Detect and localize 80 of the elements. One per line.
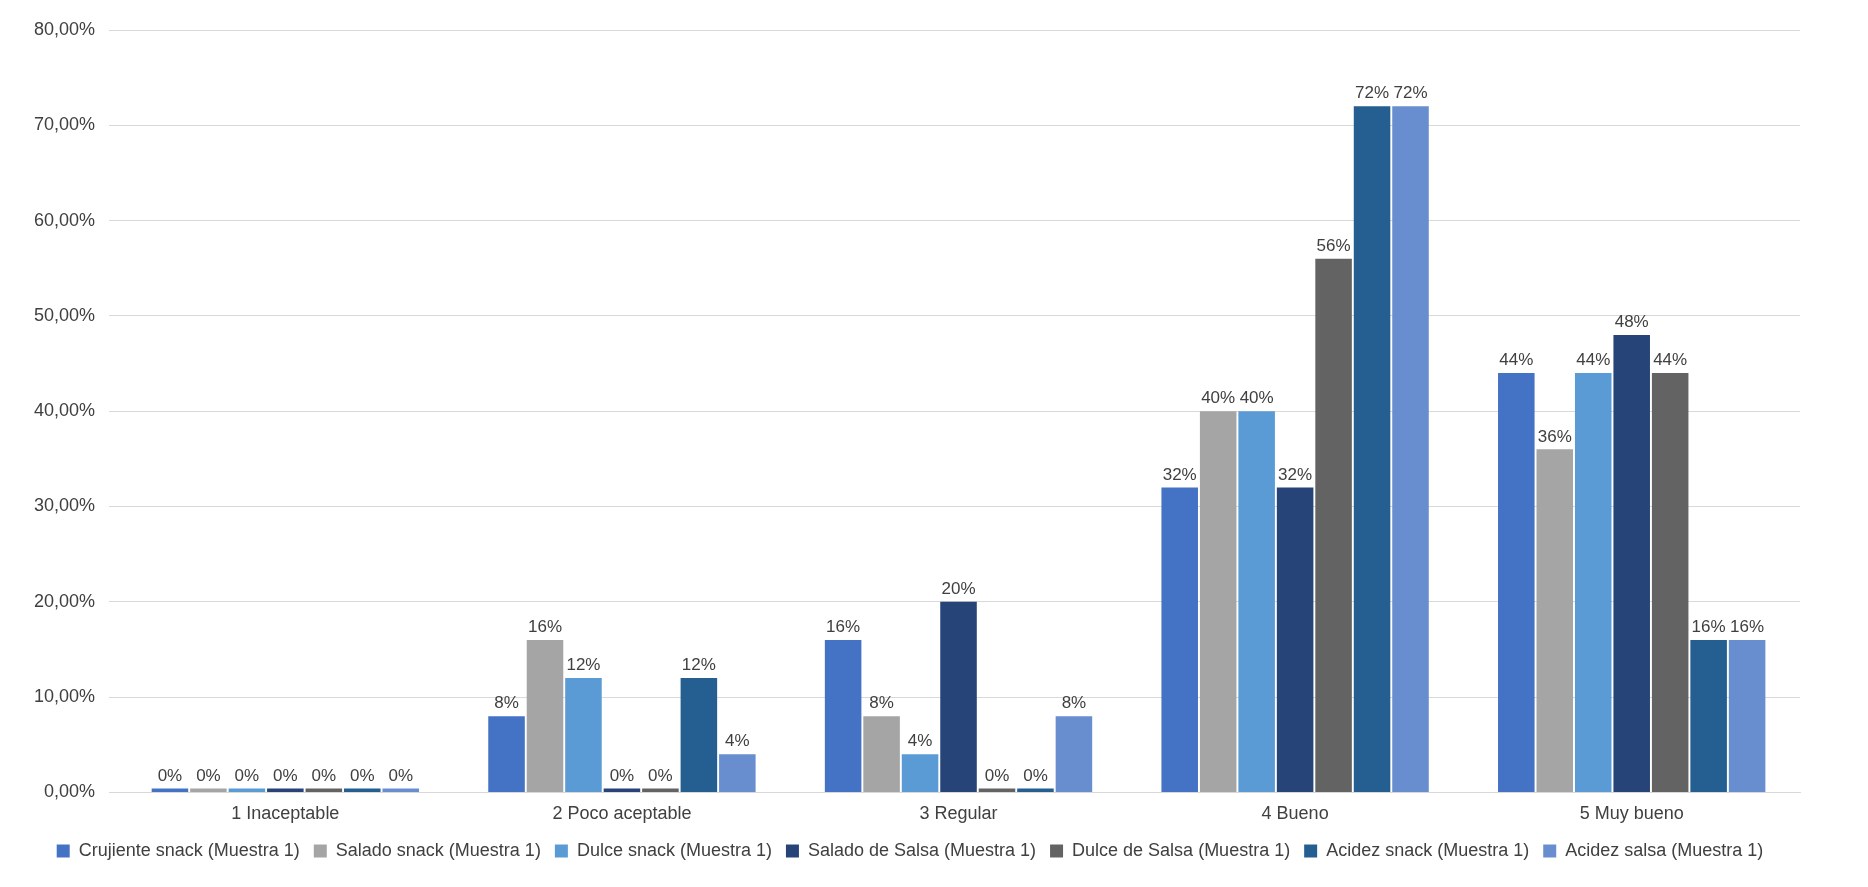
data-label: 0%	[157, 765, 183, 785]
data-label: 8%	[869, 693, 894, 713]
x-tick-label: 2 Poco aceptable	[552, 803, 692, 824]
bar	[1574, 373, 1612, 792]
data-label: 16%	[826, 617, 861, 637]
data-label: 0%	[984, 765, 1010, 785]
bar	[526, 639, 564, 792]
data-label: 0%	[648, 765, 673, 785]
bar	[1690, 639, 1727, 792]
bar	[1199, 411, 1237, 792]
y-tick-label: 0,00%	[44, 781, 96, 802]
y-tick-label: 70,00%	[33, 114, 96, 135]
y-tick-label: 80,00%	[33, 18, 96, 39]
bar	[824, 639, 862, 792]
data-label: 12%	[681, 655, 716, 675]
data-label: 40%	[1239, 388, 1274, 408]
data-label: 44%	[1653, 350, 1688, 370]
bar	[1613, 334, 1650, 792]
bar	[940, 601, 977, 792]
data-label: 72%	[1355, 83, 1390, 103]
bar	[1536, 449, 1574, 792]
bar	[901, 754, 939, 792]
bar	[1238, 411, 1275, 792]
data-label: 16%	[1730, 617, 1765, 637]
y-tick-label: 30,00%	[33, 495, 96, 516]
bar	[1353, 106, 1391, 792]
legend-label: Dulce snack (Muestra 1)	[576, 839, 772, 860]
data-label: 4%	[907, 731, 933, 751]
data-label: 44%	[1576, 350, 1611, 370]
data-label: 0%	[311, 765, 337, 785]
data-label: 16%	[1691, 617, 1726, 637]
legend-label: Dulce de Salsa (Muestra 1)	[1072, 839, 1291, 860]
bar	[1728, 639, 1766, 792]
data-label: 48%	[1614, 312, 1649, 332]
x-tick-label: 5 Muy bueno	[1579, 803, 1684, 824]
y-tick-label: 60,00%	[33, 209, 96, 230]
data-label: 8%	[1061, 693, 1087, 713]
data-label: 0%	[234, 765, 260, 785]
bar	[719, 754, 756, 792]
bar	[1315, 258, 1352, 792]
data-label: 12%	[566, 655, 601, 675]
data-label: 56%	[1316, 235, 1351, 255]
data-label: 32%	[1278, 464, 1313, 484]
data-label: 0%	[1023, 765, 1048, 785]
legend-label: Salado snack (Muestra 1)	[335, 839, 541, 860]
data-label: 4%	[725, 731, 750, 751]
bar	[1498, 373, 1535, 792]
y-tick-label: 40,00%	[33, 400, 96, 421]
x-tick-label: 1 Inaceptable	[231, 803, 340, 824]
data-label: 8%	[494, 693, 519, 713]
data-label: 72%	[1393, 83, 1428, 103]
y-tick-label: 10,00%	[33, 686, 96, 707]
data-label: 0%	[609, 765, 635, 785]
bar	[863, 716, 900, 792]
bar	[680, 678, 718, 792]
y-tick-label: 50,00%	[33, 304, 96, 325]
data-label: 32%	[1162, 464, 1197, 484]
legend-label: Acidez snack (Muestra 1)	[1326, 839, 1530, 860]
data-label: 40%	[1201, 388, 1236, 408]
bar	[1392, 106, 1429, 792]
bar	[1055, 716, 1093, 792]
bar	[488, 716, 525, 792]
data-label: 36%	[1537, 426, 1572, 446]
data-label: 0%	[349, 765, 375, 785]
data-label: 44%	[1499, 350, 1534, 370]
legend-label: Salado de Salsa (Muestra 1)	[807, 839, 1037, 860]
y-tick-label: 20,00%	[33, 590, 96, 611]
x-tick-label: 4 Bueno	[1261, 803, 1329, 824]
x-tick-label: 3 Regular	[919, 803, 998, 824]
bar	[1651, 373, 1689, 792]
data-label: 0%	[273, 765, 298, 785]
data-label: 0%	[196, 765, 221, 785]
bar	[565, 678, 602, 792]
bar	[1276, 487, 1314, 792]
data-label: 20%	[941, 578, 976, 598]
legend-label: Acidez salsa (Muestra 1)	[1565, 839, 1764, 860]
bar	[1161, 487, 1198, 792]
data-label: 0%	[388, 765, 414, 785]
legend-label: Crujiente snack (Muestra 1)	[78, 839, 300, 860]
data-label: 16%	[527, 617, 563, 637]
